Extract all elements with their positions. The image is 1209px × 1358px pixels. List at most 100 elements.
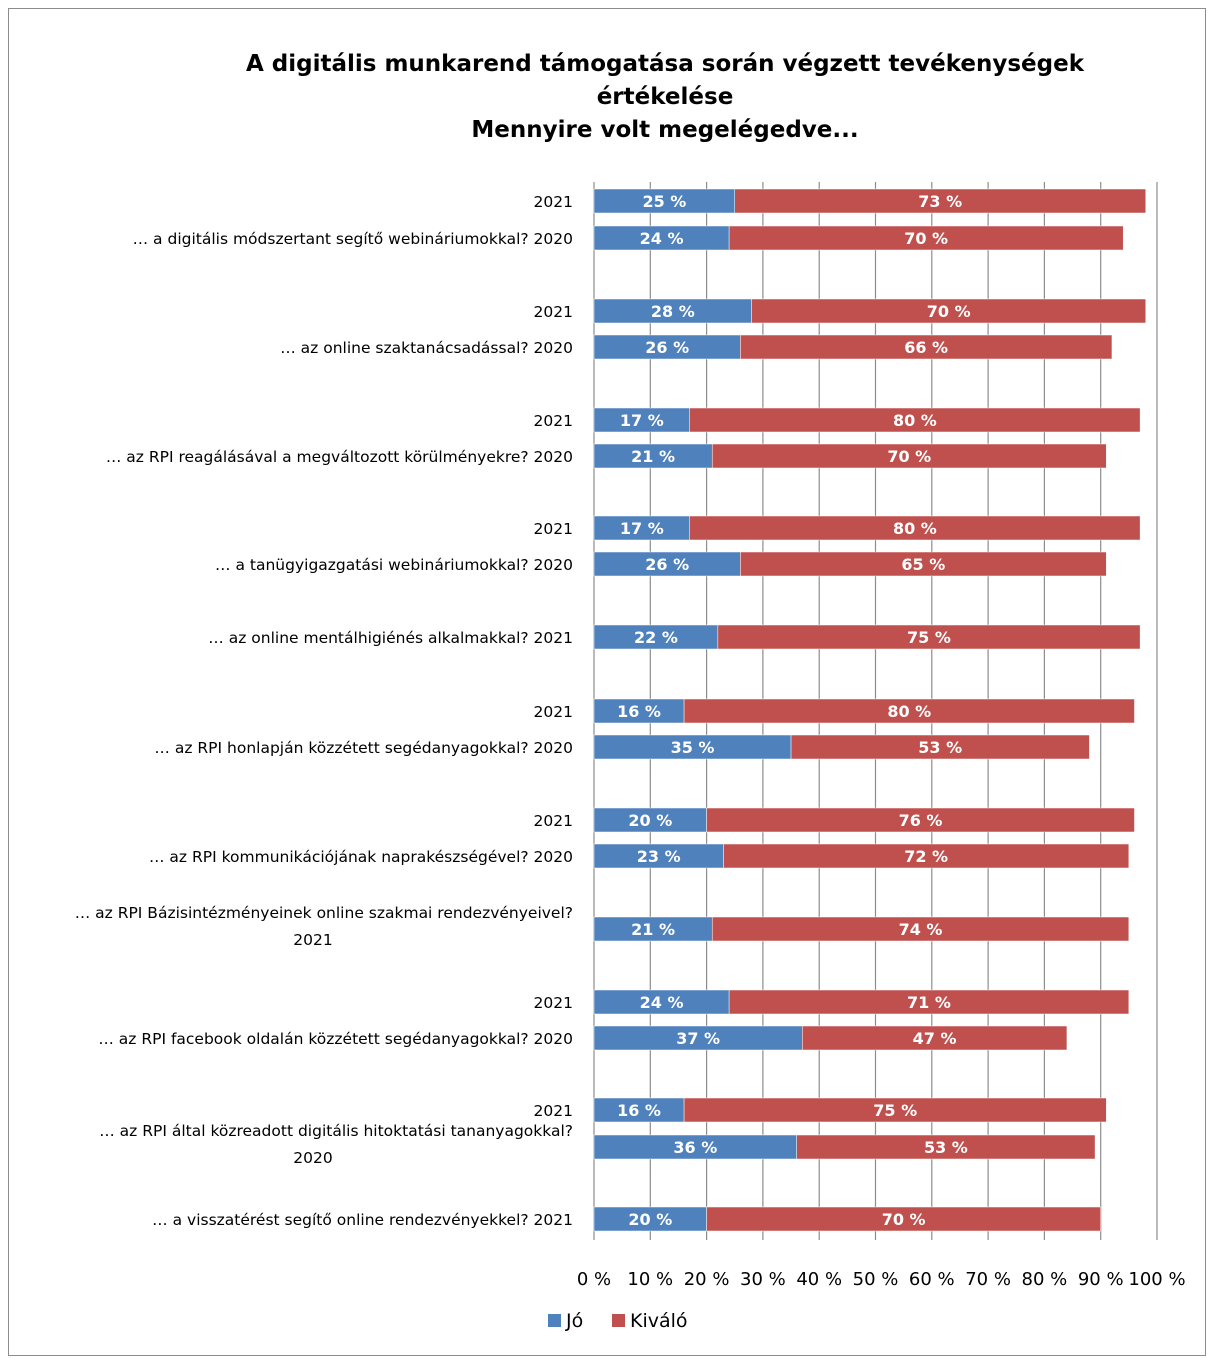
x-tick-label: 40 % [796,1269,842,1290]
bar-segment [683,698,1135,724]
bar-segment [706,1206,1101,1232]
bar-segment [740,334,1113,360]
data-label: 70 % [904,229,948,248]
category-label: 2021 [534,412,573,430]
category-label: … az RPI kommunikációjának naprakészségé… [149,848,573,866]
data-label: 53 % [918,738,962,757]
legend-label: Jó [565,1310,583,1332]
data-label: 21 % [631,447,675,466]
category-label: 2021 [534,193,573,211]
bar-segment [723,843,1130,869]
category-label: … az RPI Bázisintézményeinek online szak… [75,904,573,922]
category-label: … a tanügyigazgatási webináriumokkal? 20… [215,556,573,574]
legend-label: Kiváló [630,1310,688,1332]
bar-segment [740,551,1107,577]
category-label: … a digitális módszertant segítő webinár… [133,230,573,248]
bar-segment [706,807,1135,833]
bar-segment [728,989,1130,1015]
bar-segment [802,1025,1068,1051]
x-tick-label: 20 % [684,1269,730,1290]
x-tick-label: 50 % [853,1269,899,1290]
bar-segment [734,188,1146,214]
data-label: 71 % [907,993,951,1012]
data-label: 53 % [924,1138,968,1157]
data-label: 16 % [617,702,661,721]
data-label: 24 % [640,993,684,1012]
bar-segment [711,443,1107,469]
bars: 25 % 73 % 24 % 70 % 28 % 70 % 26 % 66 % 17 % 80 %… [593,188,1146,1232]
x-tick-label: 80 % [1022,1269,1068,1290]
chart-title: A digitális munkarend támogatása során v… [0,48,1209,147]
data-label: 70 % [927,302,971,321]
data-label: 20 % [628,811,672,830]
data-label: 23 % [637,847,681,866]
bar-segment [689,515,1141,541]
category-label: … az RPI honlapján közzétett segédanyago… [154,739,573,757]
x-tick-label: 0 % [577,1269,611,1290]
category-label: … a visszatérést segítő online rendezvén… [152,1211,573,1229]
bar-segment [790,734,1090,760]
category-label: 2021 [534,303,573,321]
title-line-1: A digitális munkarend támogatása során v… [245,51,1085,77]
category-label-line-2: 2020 [293,1149,332,1167]
bar-segment [751,298,1146,324]
category-label: … az online mentálhigiénés alkalmakkal? … [208,629,573,647]
data-label: 75 % [907,628,951,647]
data-label: 73 % [918,192,962,211]
x-tick-label: 100 % [1128,1269,1185,1290]
category-label: 2021 [534,994,573,1012]
title-line-2: értékelése [596,84,734,110]
legend-swatch [612,1314,625,1327]
data-label: 80 % [893,411,937,430]
data-label: 74 % [899,920,943,939]
category-label: 2021 [534,1102,573,1120]
bar-segment [593,1206,707,1232]
bar-segment [593,1097,685,1123]
x-axis-ticks: 0 % 10 % 20 % 30 % 40 % 50 % 60 % 70 % 80 % 90 % 1… [577,1269,1186,1290]
data-label: 17 % [620,411,664,430]
legend-swatch [548,1314,561,1327]
bar-segment [593,334,741,360]
x-tick-label: 70 % [965,1269,1011,1290]
data-label: 16 % [617,1101,661,1120]
bar-segment [711,916,1130,942]
data-label: 65 % [901,555,945,574]
data-label: 21 % [631,920,675,939]
bar-segment [593,624,719,650]
bar-segment [593,188,735,214]
data-label: 22 % [634,628,678,647]
data-label: 36 % [673,1138,717,1157]
data-label: 75 % [873,1101,917,1120]
data-label: 26 % [645,338,689,357]
bar-segment [593,734,792,760]
bar-segment [593,916,713,942]
category-label: … az RPI által közreadott digitális hito… [99,1122,573,1140]
bar-segment [593,989,730,1015]
category-label: 2021 [534,520,573,538]
data-label: 80 % [887,702,931,721]
data-label: 35 % [671,738,715,757]
x-tick-label: 90 % [1078,1269,1124,1290]
bar-segment [593,443,713,469]
data-label: 80 % [893,519,937,538]
data-label: 37 % [676,1029,720,1048]
category-label: … az RPI reagálásával a megváltozott kör… [106,448,573,466]
bar-segment [728,225,1124,251]
data-label: 70 % [882,1210,926,1229]
x-tick-label: 60 % [909,1269,955,1290]
data-label: 76 % [899,811,943,830]
data-label: 47 % [913,1029,957,1048]
title-line-3: Mennyire volt megelégedve... [471,117,859,143]
bar-segment [593,843,724,869]
data-label: 66 % [904,338,948,357]
x-tick-label: 30 % [740,1269,786,1290]
data-label: 70 % [887,447,931,466]
data-label: 25 % [642,192,686,211]
bar-segment [593,298,752,324]
category-labels: 2021 … a digitális módszertant segítő web… [75,193,573,1229]
category-label-line-2: 2021 [293,931,332,949]
bar-segment [689,407,1141,433]
data-label: 17 % [620,519,664,538]
bar-segment [796,1134,1096,1160]
